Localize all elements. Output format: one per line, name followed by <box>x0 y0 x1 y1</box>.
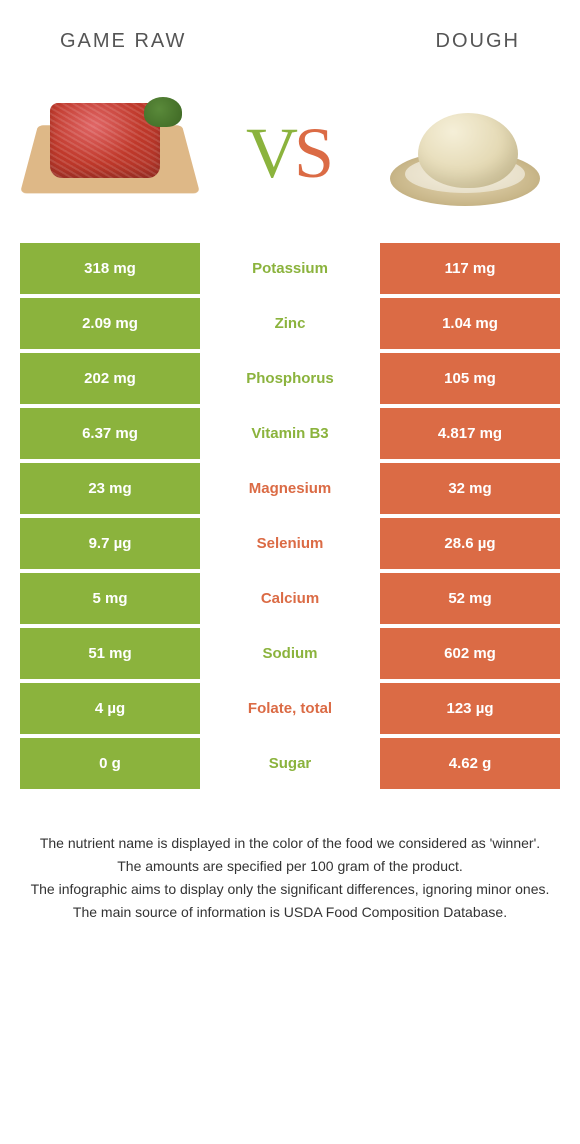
table-row: 9.7 µgSelenium28.6 µg <box>20 518 560 573</box>
nutrient-label: Vitamin B3 <box>200 408 380 459</box>
right-value: 4.817 mg <box>380 408 560 459</box>
footer-line: The nutrient name is displayed in the co… <box>30 833 550 854</box>
nutrient-label: Potassium <box>200 243 380 294</box>
footer-line: The amounts are specified per 100 gram o… <box>30 856 550 877</box>
right-value: 123 µg <box>380 683 560 734</box>
table-row: 4 µgFolate, total123 µg <box>20 683 560 738</box>
nutrient-label: Folate, total <box>200 683 380 734</box>
table-row: 6.37 mgVitamin B34.817 mg <box>20 408 560 463</box>
nutrient-label: Calcium <box>200 573 380 624</box>
nutrient-label: Magnesium <box>200 463 380 514</box>
nutrient-table: 318 mgPotassium117 mg2.09 mgZinc1.04 mg2… <box>0 243 580 793</box>
left-value: 4 µg <box>20 683 200 734</box>
table-row: 5 mgCalcium52 mg <box>20 573 560 628</box>
nutrient-label: Selenium <box>200 518 380 569</box>
right-value: 117 mg <box>380 243 560 294</box>
left-value: 23 mg <box>20 463 200 514</box>
left-value: 5 mg <box>20 573 200 624</box>
left-value: 6.37 mg <box>20 408 200 459</box>
footer-line: The infographic aims to display only the… <box>30 879 550 900</box>
nutrient-label: Sugar <box>200 738 380 789</box>
left-food-title: Game raw <box>60 30 186 53</box>
left-value: 202 mg <box>20 353 200 404</box>
footer-notes: The nutrient name is displayed in the co… <box>0 793 580 923</box>
header: Game raw Dough <box>0 0 580 73</box>
right-food-image <box>380 93 550 213</box>
nutrient-label: Sodium <box>200 628 380 679</box>
left-food-image <box>30 93 200 213</box>
table-row: 23 mgMagnesium32 mg <box>20 463 560 518</box>
images-row: V S <box>0 73 580 243</box>
right-value: 105 mg <box>380 353 560 404</box>
table-row: 2.09 mgZinc1.04 mg <box>20 298 560 353</box>
right-food-title: Dough <box>436 30 520 53</box>
right-value: 602 mg <box>380 628 560 679</box>
table-row: 0 gSugar4.62 g <box>20 738 560 793</box>
footer-line: The main source of information is USDA F… <box>30 902 550 923</box>
table-row: 202 mgPhosphorus105 mg <box>20 353 560 408</box>
vs-v: V <box>246 112 298 195</box>
right-value: 28.6 µg <box>380 518 560 569</box>
vs-label: V S <box>246 112 334 195</box>
left-value: 0 g <box>20 738 200 789</box>
nutrient-label: Phosphorus <box>200 353 380 404</box>
right-value: 52 mg <box>380 573 560 624</box>
vs-s: S <box>294 112 334 195</box>
left-value: 51 mg <box>20 628 200 679</box>
right-value: 32 mg <box>380 463 560 514</box>
nutrient-label: Zinc <box>200 298 380 349</box>
table-row: 318 mgPotassium117 mg <box>20 243 560 298</box>
table-row: 51 mgSodium602 mg <box>20 628 560 683</box>
right-value: 1.04 mg <box>380 298 560 349</box>
left-value: 9.7 µg <box>20 518 200 569</box>
right-value: 4.62 g <box>380 738 560 789</box>
left-value: 318 mg <box>20 243 200 294</box>
left-value: 2.09 mg <box>20 298 200 349</box>
